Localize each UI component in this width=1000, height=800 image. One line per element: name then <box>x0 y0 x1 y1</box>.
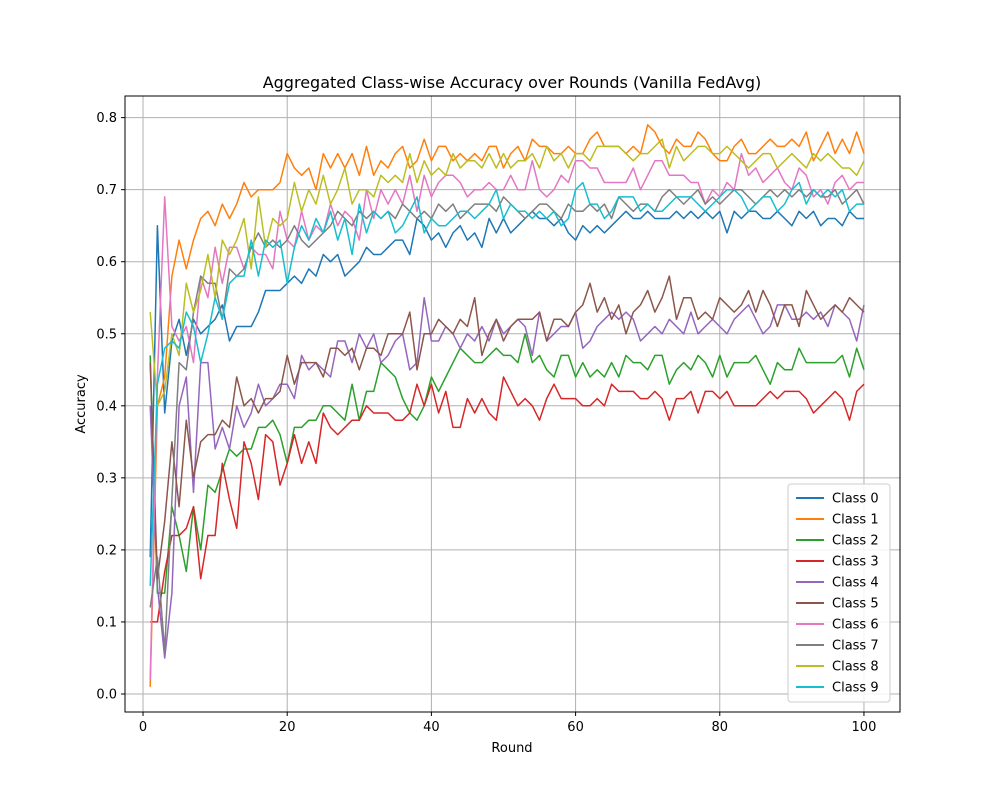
chart-title: Aggregated Class-wise Accuracy over Roun… <box>263 73 762 92</box>
series-group <box>149 124 865 687</box>
grid <box>125 96 900 712</box>
x-axis-label: Round <box>491 741 532 756</box>
legend-label-2: Class 2 <box>832 534 879 549</box>
legend-label-7: Class 7 <box>832 639 879 654</box>
y-tick-label-4: 0.4 <box>96 399 117 414</box>
x-tick-label-5: 100 <box>852 720 877 735</box>
series-line-class-8 <box>149 138 865 407</box>
series-line-class-9 <box>149 181 864 586</box>
legend-label-3: Class 3 <box>832 555 879 570</box>
x-tick-label-2: 40 <box>423 720 440 735</box>
legend-box <box>787 483 891 703</box>
x-axis: 0 20 40 60 80 100 <box>139 712 876 735</box>
legend-label-4: Class 4 <box>832 576 879 591</box>
legend-label-6: Class 6 <box>832 618 879 633</box>
legend-label-8: Class 8 <box>832 660 879 675</box>
legend: Class 0 Class 1 Class 2 Class 3 Class 4 Class… <box>787 483 891 703</box>
x-tick-label-4: 80 <box>711 720 728 735</box>
y-tick-label-8: 0.8 <box>96 111 117 126</box>
y-tick-label-1: 0.1 <box>96 615 117 630</box>
x-tick-label-1: 20 <box>279 720 296 735</box>
legend-label-0: Class 0 <box>832 492 879 507</box>
plot-frame <box>124 95 901 713</box>
y-tick-label-2: 0.2 <box>96 543 117 558</box>
series-line-class-2 <box>149 333 865 594</box>
series-line-class-5 <box>149 275 865 580</box>
y-tick-label-7: 0.7 <box>96 183 117 198</box>
legend-label-5: Class 5 <box>832 597 879 612</box>
y-tick-label-0: 0.0 <box>96 687 117 702</box>
y-tick-label-6: 0.6 <box>96 255 117 270</box>
x-tick-label-0: 0 <box>139 720 147 735</box>
legend-label-9: Class 9 <box>832 681 879 696</box>
series-line-class-4 <box>149 296 865 659</box>
y-axis-label: Accuracy <box>74 374 89 434</box>
y-axis: 0.0 0.1 0.2 0.3 0.4 0.5 0.6 0.7 0.8 <box>96 111 125 702</box>
legend-label-1: Class 1 <box>832 513 879 528</box>
x-tick-label-3: 60 <box>567 720 584 735</box>
y-tick-label-3: 0.3 <box>96 471 117 486</box>
series-line-class-0 <box>149 210 864 558</box>
y-tick-label-5: 0.5 <box>96 327 117 342</box>
series-line-class-3 <box>150 376 865 623</box>
